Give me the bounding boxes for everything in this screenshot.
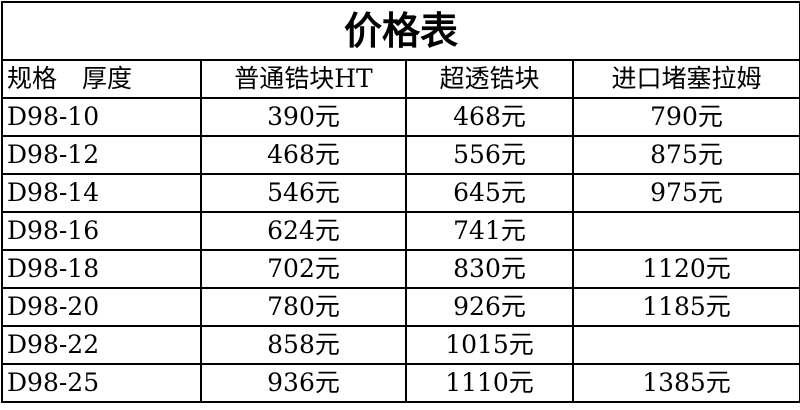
spec-cell: D98-18 bbox=[1, 249, 202, 289]
table-row: D98-10 390元 468元 790元 bbox=[1, 97, 800, 137]
standard-price-cell: 702元 bbox=[200, 249, 407, 289]
table-row: D98-14 546元 645元 975元 bbox=[1, 173, 800, 213]
standard-price-cell: 390元 bbox=[200, 97, 407, 137]
standard-price-cell: 858元 bbox=[200, 325, 407, 365]
table-row: D98-12 468元 556元 875元 bbox=[1, 135, 800, 175]
imported-price-cell: 875元 bbox=[571, 135, 800, 175]
standard-price-cell: 624元 bbox=[200, 211, 407, 251]
imported-price-cell: 975元 bbox=[571, 173, 800, 213]
table-row: D98-16 624元 741元 bbox=[1, 211, 800, 251]
spec-cell: D98-14 bbox=[1, 173, 202, 213]
spec-cell: D98-22 bbox=[1, 325, 202, 365]
standard-price-cell: 780元 bbox=[200, 287, 407, 327]
header-standard-zirconia: 普通锆块HT bbox=[200, 59, 407, 99]
imported-price-cell: 790元 bbox=[571, 97, 800, 137]
table-title: 价格表 bbox=[0, 1, 800, 61]
ultra-price-cell: 1015元 bbox=[405, 325, 574, 365]
standard-price-cell: 468元 bbox=[200, 135, 407, 175]
table-row: D98-18 702元 830元 1120元 bbox=[1, 249, 800, 289]
spec-cell: D98-20 bbox=[1, 287, 202, 327]
ultra-price-cell: 741元 bbox=[405, 211, 574, 251]
ultra-price-cell: 926元 bbox=[405, 287, 574, 327]
spec-cell: D98-25 bbox=[1, 363, 202, 403]
imported-price-cell bbox=[571, 211, 800, 251]
standard-price-cell: 546元 bbox=[200, 173, 407, 213]
table-row: D98-20 780元 926元 1185元 bbox=[1, 287, 800, 327]
table-row: D98-25 936元 1110元 1385元 bbox=[1, 363, 800, 403]
header-imported-ceramic: 进口堵塞拉姆 bbox=[571, 59, 800, 99]
ultra-price-cell: 1110元 bbox=[405, 363, 574, 403]
spec-cell: D98-12 bbox=[1, 135, 202, 175]
title-row: 价格表 bbox=[0, 1, 800, 61]
header-row: 规格 厚度 普通锆块HT 超透锆块 进口堵塞拉姆 bbox=[1, 59, 800, 99]
standard-price-cell: 936元 bbox=[200, 363, 407, 403]
header-ultra-translucent-zirconia: 超透锆块 bbox=[405, 59, 574, 99]
ultra-price-cell: 645元 bbox=[405, 173, 574, 213]
imported-price-cell: 1120元 bbox=[571, 249, 800, 289]
imported-price-cell: 1185元 bbox=[571, 287, 800, 327]
imported-price-cell: 1385元 bbox=[571, 363, 800, 403]
ultra-price-cell: 468元 bbox=[405, 97, 574, 137]
spec-cell: D98-16 bbox=[1, 211, 202, 251]
header-spec: 规格 厚度 bbox=[1, 59, 202, 99]
spec-cell: D98-10 bbox=[1, 97, 202, 137]
ultra-price-cell: 556元 bbox=[405, 135, 574, 175]
table-row: D98-22 858元 1015元 bbox=[1, 325, 800, 365]
ultra-price-cell: 830元 bbox=[405, 249, 574, 289]
imported-price-cell bbox=[571, 325, 800, 365]
